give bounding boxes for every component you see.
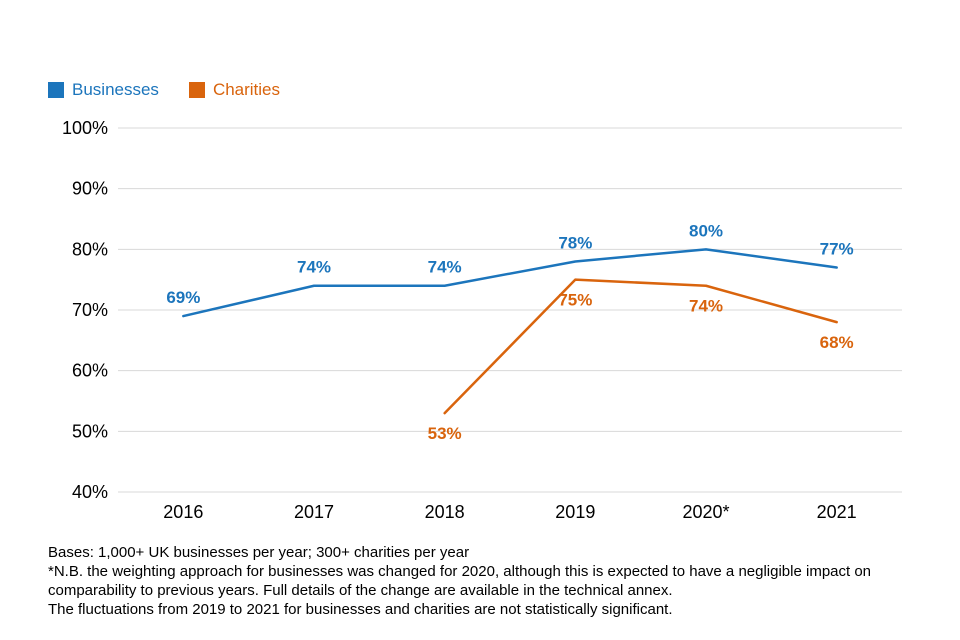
y-tick-label: 40% [72, 482, 108, 502]
charities-swatch-icon [188, 82, 205, 98]
legend-item-charities: Charities [188, 80, 281, 100]
data-label-businesses: 74% [297, 258, 331, 277]
data-label-businesses: 69% [166, 288, 200, 307]
y-tick-label: 70% [72, 300, 108, 320]
footnote-bases: Bases: 1,000+ UK businesses per year; 30… [48, 544, 470, 561]
y-tick-label: 90% [72, 179, 108, 199]
footnote-significance: The fluctuations from 2019 to 2021 for b… [48, 601, 673, 619]
line-chart-svg: 40% 50% 60% 70% 80% 90% 100% 2016 2017 2018 2019 20… [62, 118, 902, 522]
chart-legend: Businesses Charities [48, 80, 280, 100]
x-tick-label: 2018 [425, 502, 465, 522]
x-tick-label: 2021 [817, 502, 857, 522]
data-label-businesses: 80% [689, 221, 723, 240]
series-line-charities [443, 278, 838, 415]
x-tick-label: 2019 [555, 502, 595, 522]
x-tick-label: 2017 [294, 502, 334, 522]
data-label-businesses: 78% [558, 233, 592, 252]
data-label-charities: 68% [820, 333, 854, 352]
y-tick-label: 60% [72, 361, 108, 381]
line-chart: 40% 50% 60% 70% 80% 90% 100% 2016 2017 2018 2019 20… [62, 118, 902, 522]
y-tick-label: 100% [62, 118, 108, 138]
legend-item-label: Businesses [72, 80, 159, 99]
x-tick-label: 2016 [163, 502, 203, 522]
data-label-businesses: 77% [820, 240, 854, 259]
x-tick-label: 2020* [682, 502, 729, 522]
legend-item-businesses: Businesses [48, 80, 159, 100]
businesses-swatch-icon [48, 82, 64, 98]
y-tick-label: 80% [72, 239, 108, 259]
data-label-businesses: 74% [428, 258, 462, 277]
data-label-charities: 74% [689, 297, 723, 316]
data-label-charities: 53% [428, 424, 462, 443]
legend-item-label: Charities [212, 80, 281, 99]
data-label-charities: 75% [558, 291, 592, 310]
y-tick-label: 50% [72, 421, 108, 441]
series-line-businesses [182, 248, 838, 318]
footnote-weighting: *N.B. the weighting approach for busines… [48, 563, 872, 600]
chart-footnotes: Bases: 1,000+ UK businesses per year; 30… [48, 543, 910, 619]
